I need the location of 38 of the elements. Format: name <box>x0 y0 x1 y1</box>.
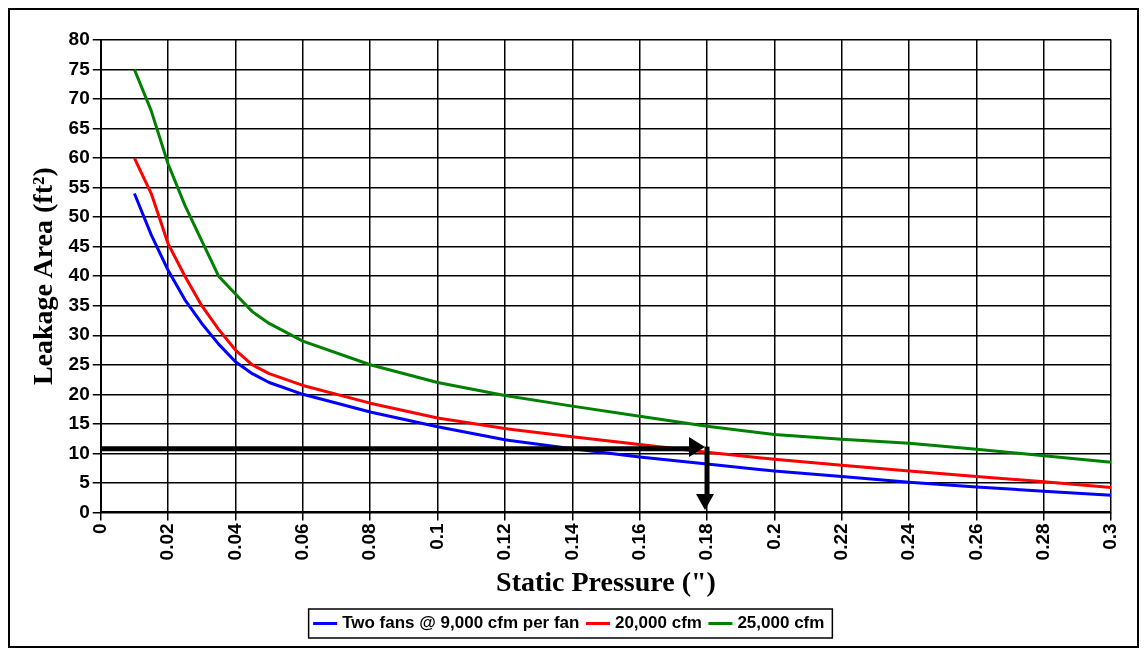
y-tick-label: 0 <box>79 500 90 522</box>
x-tick-label: 0.14 <box>560 522 582 561</box>
x-tick-label: 0 <box>88 523 110 534</box>
x-tick-label: 0.08 <box>358 523 380 561</box>
x-tick-label: 0.06 <box>291 523 313 561</box>
y-tick-label: 40 <box>68 264 90 286</box>
y-tick-label: 55 <box>68 175 91 197</box>
x-tick-label: 0.16 <box>627 523 649 561</box>
x-tick-label: 0.3 <box>1099 523 1121 550</box>
x-tick-label: 0.28 <box>1032 523 1054 561</box>
y-tick-label: 15 <box>68 412 91 434</box>
y-tick-label: 30 <box>68 323 90 345</box>
x-tick-label: 0.04 <box>223 522 245 561</box>
x-tick-label: 0.02 <box>156 523 178 561</box>
y-tick-label: 10 <box>68 441 90 463</box>
y-tick-label: 45 <box>68 234 91 256</box>
x-tick-label: 0.18 <box>695 523 717 561</box>
y-tick-label: 75 <box>68 57 91 79</box>
y-tick-label: 35 <box>68 293 91 315</box>
y-tick-label: 70 <box>68 87 90 109</box>
y-axis-title: Leakage Area (ft²) <box>27 167 59 386</box>
x-tick-label: 0.2 <box>762 523 784 550</box>
x-tick-label: 0.24 <box>897 522 919 561</box>
x-tick-label: 0.12 <box>493 523 515 561</box>
x-tick-label: 0.1 <box>425 523 447 550</box>
legend-label: Two fans @ 9,000 cfm per fan <box>342 613 580 633</box>
y-tick-label: 5 <box>79 471 91 493</box>
legend-label: 25,000 cfm <box>737 613 825 633</box>
y-tick-label: 25 <box>68 353 91 375</box>
y-tick-label: 50 <box>68 205 90 227</box>
y-tick-label: 60 <box>68 146 90 168</box>
x-axis-title: Static Pressure (") <box>496 566 716 598</box>
x-tick-label: 0.26 <box>964 523 986 561</box>
x-tick-label: 0.22 <box>829 523 851 561</box>
y-tick-label: 80 <box>68 28 90 50</box>
legend-label: 20,000 cfm <box>614 613 702 633</box>
y-tick-label: 65 <box>68 116 91 138</box>
y-tick-label: 20 <box>68 382 90 404</box>
